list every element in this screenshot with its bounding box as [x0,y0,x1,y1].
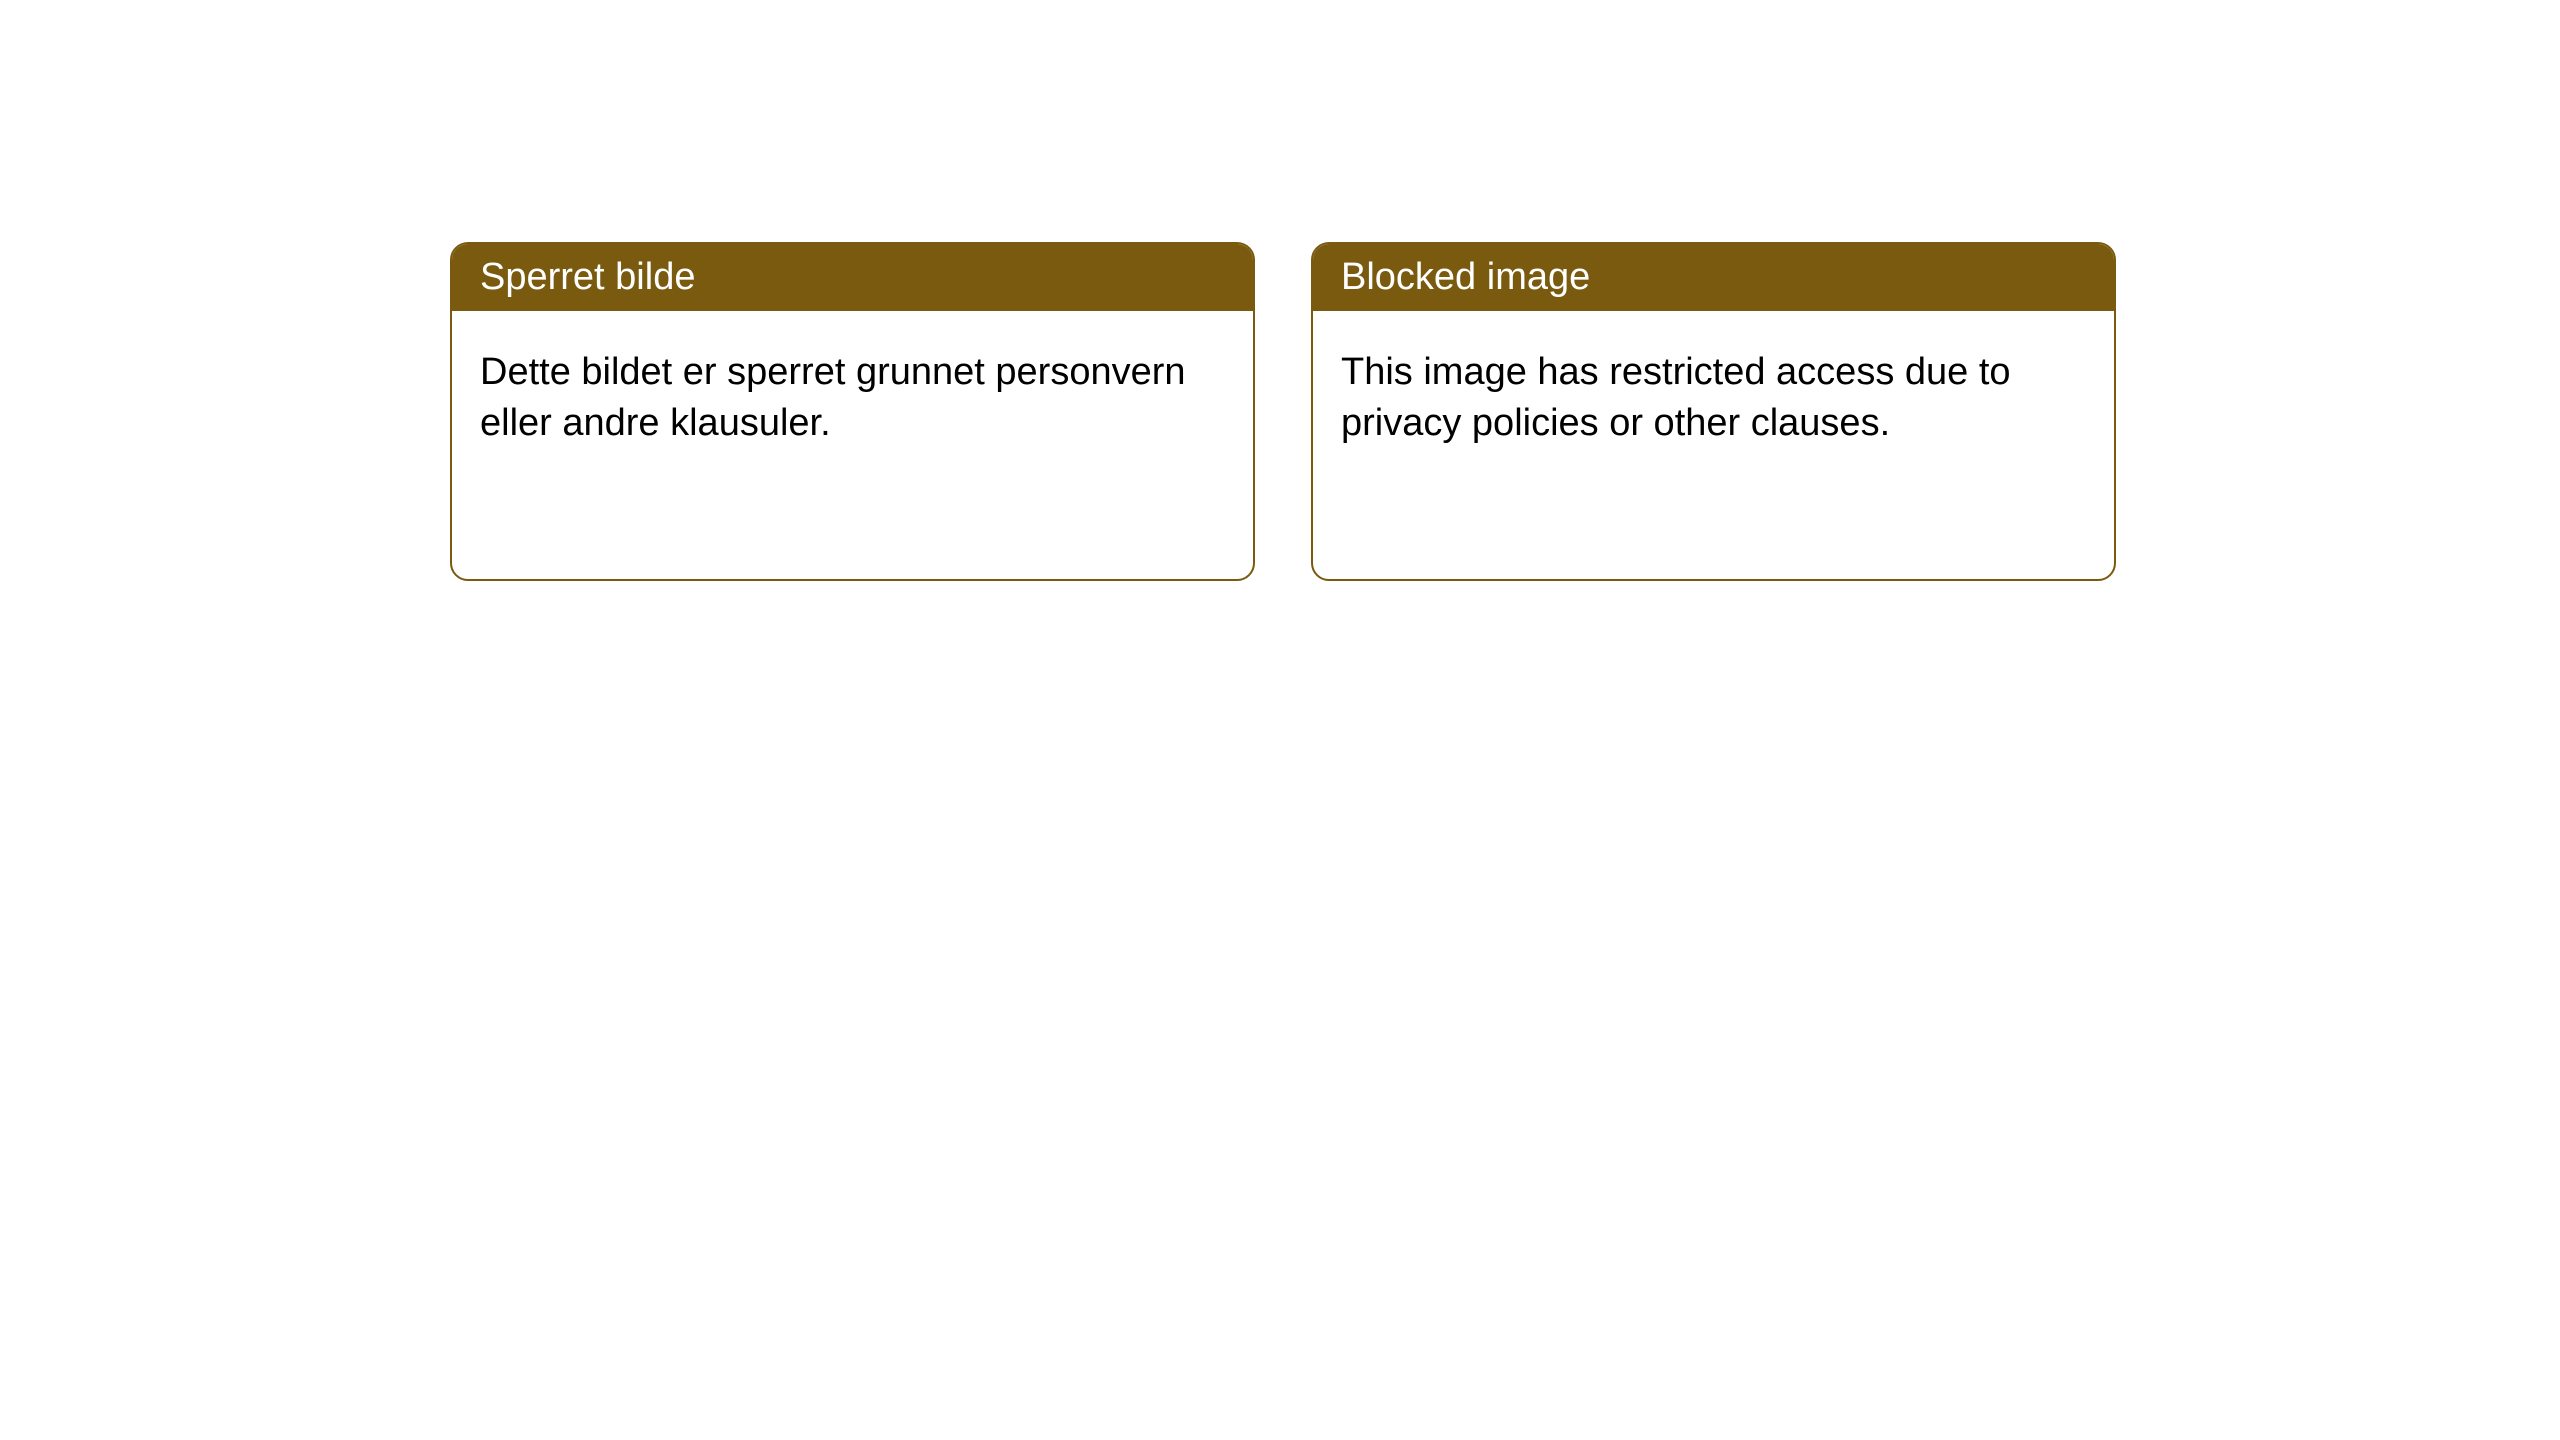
card-title: Sperret bilde [480,256,695,298]
card-title: Blocked image [1341,256,1590,298]
card-body-text: Dette bildet er sperret grunnet personve… [480,351,1186,444]
card-body: This image has restricted access due to … [1313,311,2114,486]
notice-card-norwegian: Sperret bilde Dette bildet er sperret gr… [450,242,1255,581]
card-body-text: This image has restricted access due to … [1341,351,2011,444]
card-header: Sperret bilde [452,244,1253,311]
card-body: Dette bildet er sperret grunnet personve… [452,311,1253,486]
cards-container: Sperret bilde Dette bildet er sperret gr… [0,0,2560,581]
card-header: Blocked image [1313,244,2114,311]
notice-card-english: Blocked image This image has restricted … [1311,242,2116,581]
